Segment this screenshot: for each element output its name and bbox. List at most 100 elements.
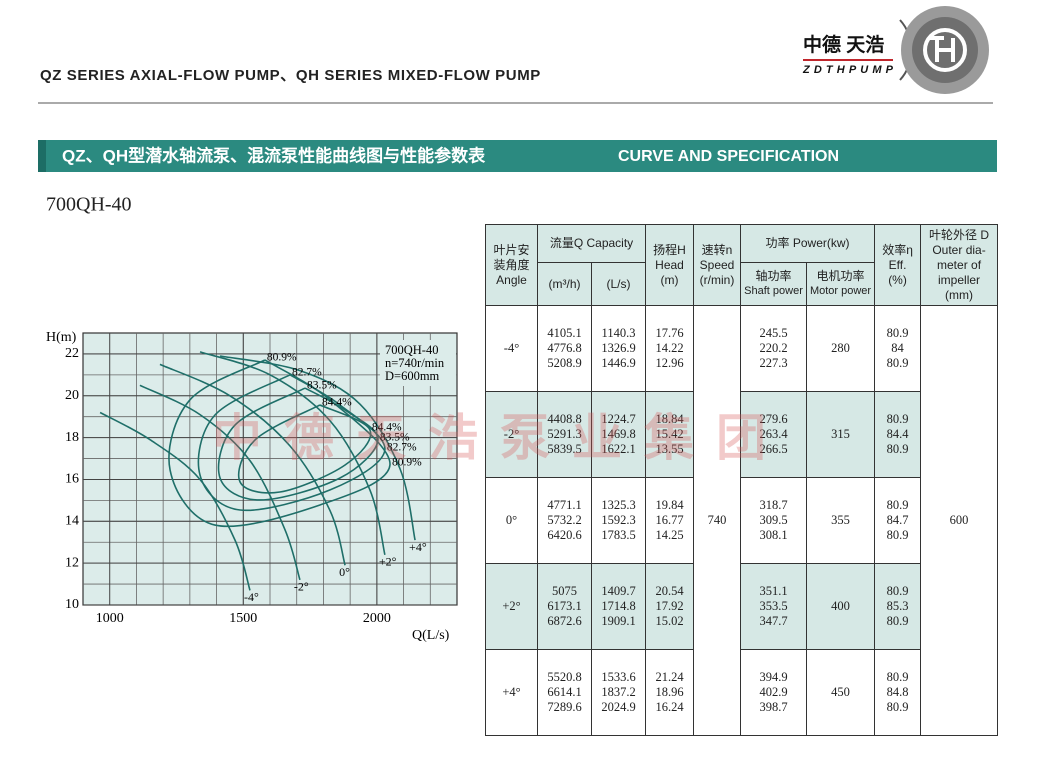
table-cell: +2° (485, 563, 538, 650)
x-tick-label: 1000 (96, 611, 124, 626)
contour-label: 82.7% (387, 442, 417, 454)
cell-text: 227.3 (759, 356, 788, 370)
logo-mark (930, 36, 955, 62)
table-row: +2° 5075 6173.1 6872.6 1409.7 1714.8 1909.1 20.… (485, 563, 998, 650)
contour-label: 80.9% (392, 457, 422, 469)
table-cell: 17.76 14.22 12.96 (645, 305, 695, 392)
header-text: Eff. (888, 257, 907, 272)
x-tick-label: 1500 (229, 611, 257, 626)
cell-text: 353.5 (759, 599, 788, 613)
header-cell: 速转n Speed (r/min) (693, 224, 742, 306)
table-cell: 600 (920, 305, 999, 736)
cell-text: 220.2 (759, 341, 788, 355)
cell-text: 4771.1 (547, 498, 582, 512)
cell-text: 80.9 (886, 326, 909, 340)
table-cell: 20.54 17.92 15.02 (645, 563, 695, 650)
cell-text: 19.84 (655, 498, 684, 512)
table-cell: 355 (806, 477, 876, 564)
cell-text: 1714.8 (601, 599, 636, 613)
cell-text: 5075 (552, 584, 577, 598)
cell-text: 1592.3 (601, 513, 636, 527)
curve-label: +4° (409, 540, 427, 554)
y-tick-label: 14 (65, 514, 79, 529)
contour-label: 84.4% (322, 397, 352, 409)
cell-text: 1783.5 (601, 528, 636, 542)
model-name: 700QH-40 (46, 194, 132, 216)
cell-text: 20.54 (655, 584, 684, 598)
header-text: (m³/h) (548, 276, 581, 291)
table-cell: 1325.3 1592.3 1783.5 (590, 477, 647, 564)
header-title: QZ SERIES AXIAL-FLOW PUMP、QH SERIES MIXE… (40, 67, 541, 84)
angle-curve (139, 384, 301, 581)
cell-text: 4408.8 (547, 412, 582, 426)
header-cell: 效率η Eff. (%) (874, 224, 922, 306)
cell-text: 6173.1 (547, 599, 582, 613)
cell-text: 14.22 (655, 341, 684, 355)
cell-text: 351.1 (759, 584, 788, 598)
y-tick-label: 16 (65, 472, 79, 487)
cell-text: 315 (831, 427, 850, 441)
y-tick-label: 10 (65, 597, 79, 612)
annotation-line: D=600mm (385, 369, 440, 383)
header-text: 轴功率 (755, 269, 792, 283)
cell-text: 84.8 (886, 685, 909, 699)
header-text: 叶轮外径 D (929, 227, 990, 242)
efficiency-contour (168, 359, 391, 528)
contour-label: 80.9% (267, 352, 297, 364)
curve-label: -4° (244, 590, 259, 604)
cell-text: 355 (831, 513, 850, 527)
table-row: -4° 4105.1 4776.8 5208.9 1140.3 1326.9 1446.9 1… (485, 305, 999, 736)
cell-text: 600 (949, 513, 969, 527)
header-cell: 轴功率 Shaft power (740, 262, 808, 306)
cell-text: 80.9 (886, 528, 909, 542)
cell-text: +2° (502, 599, 521, 613)
cell-text: 394.9 (759, 670, 788, 684)
table-cell: +4° (485, 649, 538, 736)
table-cell: 21.24 18.96 16.24 (645, 649, 695, 736)
contour-label: 83.5% (307, 380, 337, 392)
cell-text: 280 (831, 341, 850, 355)
table-cell: -4° (485, 305, 538, 392)
annotation-line: 700QH-40 (385, 343, 438, 357)
header-cell: 功率 Power(kw) (740, 224, 876, 263)
angle-curve (199, 351, 386, 555)
y-tick-label: 20 (65, 388, 79, 403)
cell-text: 6420.6 (547, 528, 582, 542)
cell-text: 17.76 (655, 326, 684, 340)
cell-text: 1446.9 (601, 356, 636, 370)
cell-text: 1837.2 (601, 685, 636, 699)
cell-text: 266.5 (759, 442, 788, 456)
cell-text: 1533.6 (601, 670, 636, 684)
header-text: Outer dia-meter of impeller (932, 242, 986, 287)
cell-text: 1326.9 (601, 341, 636, 355)
chart: 1000 1500 2000 10 12 14 16 18 20 22H(m) Q(L/s) 700Q… (46, 330, 458, 643)
angle-curve (99, 411, 251, 591)
header-text: 叶片安装角度 (493, 242, 530, 272)
cell-text: 85.3 (886, 599, 909, 613)
logo-ring (923, 28, 967, 72)
cell-text: 6614.1 (547, 685, 582, 699)
angle-curve (159, 363, 346, 566)
table-cell: 80.9 84.8 80.9 (874, 649, 922, 736)
annotation-line: n=740r/min (385, 356, 445, 370)
x-tick-label: 2000 (363, 611, 391, 626)
table-cell: 280 (806, 305, 876, 392)
header-text: Motor power (809, 285, 872, 297)
banner-edge (38, 140, 46, 172)
cell-text: 4105.1 (547, 326, 582, 340)
logo-en: ZDTHPUMP (802, 64, 894, 76)
contour-label: 83.5% (380, 432, 410, 444)
cell-text: 400 (831, 599, 850, 613)
banner-title-cn: QZ、QH型潜水轴流泵、混流泵性能曲线图与性能参数表 (62, 145, 486, 165)
header-text: Angle (496, 272, 527, 287)
table-cell: 18.84 15.42 13.55 (645, 391, 695, 478)
cell-text: 4776.8 (547, 341, 582, 355)
cell-text: 80.9 (886, 412, 909, 426)
table-cell: 19.84 16.77 14.25 (645, 477, 695, 564)
cell-text: 80.9 (886, 700, 909, 714)
cell-text: 7289.6 (547, 700, 582, 714)
cell-text: 1622.1 (601, 442, 636, 456)
table-cell: 1140.3 1326.9 1446.9 (590, 305, 647, 392)
cell-text: 279.6 (759, 412, 788, 426)
